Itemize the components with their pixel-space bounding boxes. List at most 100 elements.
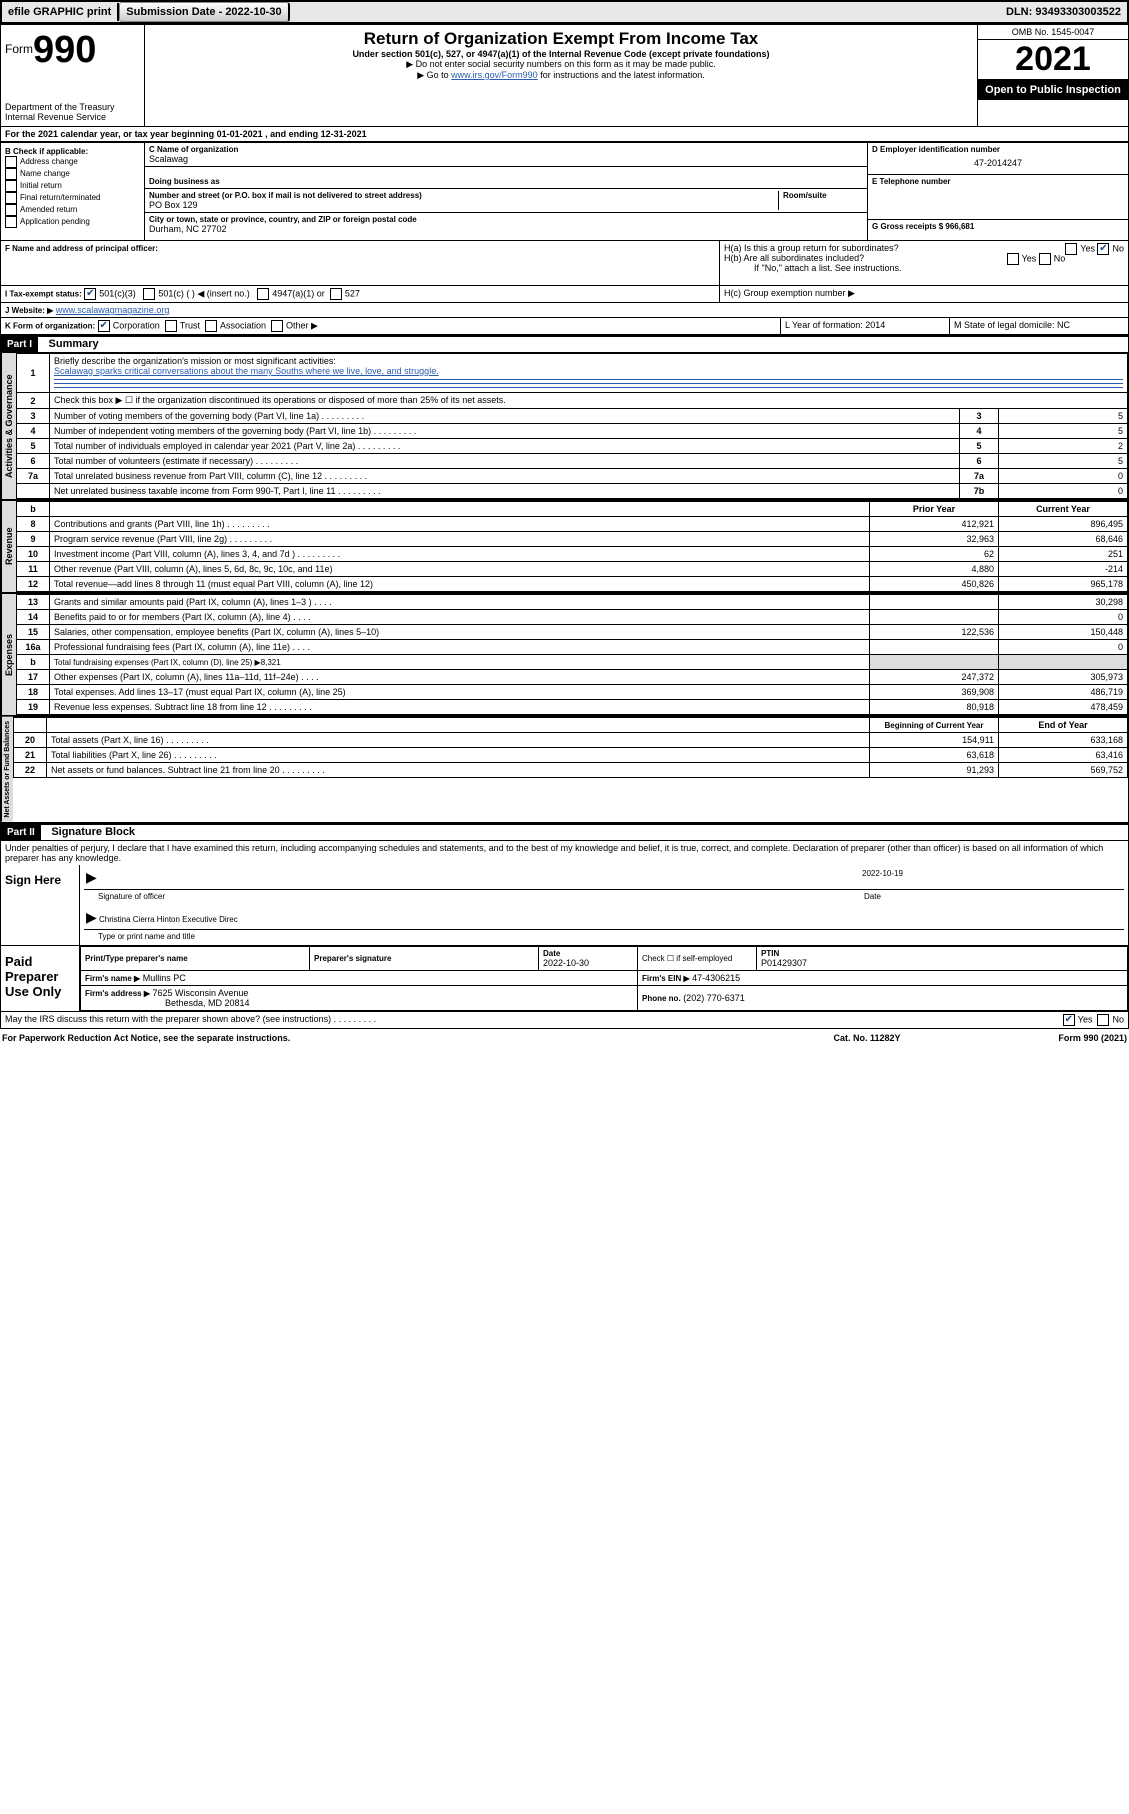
form990-link[interactable]: www.irs.gov/Form990 [451,70,538,80]
hb-label: H(b) Are all subordinates included? [724,253,864,263]
mission-link[interactable]: Scalawag sparks critical conversations a… [54,366,439,376]
date-label: Date [864,892,1124,901]
ln: 20 [14,733,47,748]
tab-revenue: Revenue [1,501,16,592]
opt-4947: 4947(a)(1) or [272,288,325,298]
year-formation: L Year of formation: 2014 [781,318,950,334]
cb-amended[interactable]: Amended return [5,204,140,216]
desc: Total number of volunteers (estimate if … [50,454,960,469]
form-header: Form990 Department of the Treasury Inter… [0,24,1129,127]
discuss-label: May the IRS discuss this return with the… [5,1014,376,1024]
footer-right: Form 990 (2021) [967,1033,1127,1043]
discuss-no-cb[interactable] [1097,1014,1109,1026]
cb-address-change[interactable]: Address change [5,156,140,168]
val: 0 [999,484,1128,499]
prior: 247,372 [870,670,999,685]
cb-assoc[interactable] [205,320,217,332]
begin: 154,911 [870,733,999,748]
opt-corp: Corporation [113,320,160,330]
ln: 12 [17,577,50,592]
table-row: 15Salaries, other compensation, employee… [17,625,1128,640]
tab-expenses: Expenses [1,594,16,715]
ptin-label: PTIN [761,949,1123,958]
no-label: No [1054,253,1066,263]
desc: Total number of individuals employed in … [50,439,960,454]
type-name-label: Type or print name and title [80,932,1128,945]
box-c: C Name of organization Scalawag Doing bu… [145,143,867,240]
cb-label: Name change [20,169,70,178]
desc: Number of independent voting members of … [50,424,960,439]
form-subtitle-1: Under section 501(c), 527, or 4947(a)(1)… [149,49,973,59]
end: 569,752 [999,763,1128,778]
cb-initial-return[interactable]: Initial return [5,180,140,192]
ha-no-cb[interactable] [1097,243,1109,255]
ln: 9 [17,532,50,547]
cb-527[interactable] [330,288,342,300]
prior: 122,536 [870,625,999,640]
declaration-text: Under penalties of perjury, I declare th… [0,841,1129,865]
opt-501c3: 501(c)(3) [99,288,136,298]
ln: 5 [17,439,50,454]
part2-title: Signature Block [43,826,135,838]
form-subtitle-3: ▶ Go to www.irs.gov/Form990 for instruct… [149,70,973,81]
prior: 80,918 [870,700,999,715]
cb-final-return[interactable]: Final return/terminated [5,192,140,204]
website-link[interactable]: www.scalawagmagazine.org [56,305,170,315]
ln: b [17,655,50,670]
submission-date-button[interactable]: Submission Date - 2022-10-30 [119,2,289,22]
current [999,655,1128,670]
room-label: Room/suite [779,191,863,210]
cb-501c[interactable] [143,288,155,300]
l2-text: Check this box ▶ ☐ if the organization d… [50,393,1128,409]
nbox: 7a [960,469,999,484]
firm-addr: 7625 Wisconsin Avenue [152,988,248,998]
irs-label: Internal Revenue Service [5,112,140,122]
form-word: Form [5,42,33,56]
opt-501c: 501(c) ( ) ◀ (insert no.) [158,288,249,298]
cb-name-change[interactable]: Name change [5,168,140,180]
prior [870,640,999,655]
prior [870,655,999,670]
h-a: H(a) Is this a group return for subordin… [724,243,1124,253]
discuss-yes-cb[interactable] [1063,1014,1075,1026]
table-row: 18Total expenses. Add lines 13–17 (must … [17,685,1128,700]
table-row: 4Number of independent voting members of… [17,424,1128,439]
table-row: 3Number of voting members of the governi… [17,409,1128,424]
cb-app-pending[interactable]: Application pending [5,216,140,228]
current: 68,646 [999,532,1128,547]
form-title: Return of Organization Exempt From Incom… [149,29,973,49]
prep-date-label: Date [543,949,633,958]
firm-ein-label: Firm's EIN ▶ [642,974,690,983]
tab-activities: Activities & Governance [1,353,16,499]
ln: 19 [17,700,50,715]
current: 251 [999,547,1128,562]
box-b: B Check if applicable: Address change Na… [1,143,145,240]
cb-corp[interactable] [98,320,110,332]
hb-no-cb[interactable] [1039,253,1051,265]
cb-4947[interactable] [257,288,269,300]
cb-label: Initial return [20,181,62,190]
prior [870,595,999,610]
desc: Other revenue (Part VIII, column (A), li… [50,562,870,577]
form-number: 990 [33,29,96,72]
cb-other[interactable] [271,320,283,332]
desc: Total revenue—add lines 8 through 11 (mu… [50,577,870,592]
sign-here-section: Sign Here ▶ 2022-10-19 Signature of offi… [0,865,1129,946]
firm-phone-label: Phone no. [642,994,681,1003]
box-d-e-g: D Employer identification number 47-2014… [867,143,1128,240]
sig-date: 2022-10-19 [862,869,1122,887]
nbox: 5 [960,439,999,454]
ln: 18 [17,685,50,700]
officer-name: Christina Cierra Hinton Executive Direc [99,915,238,924]
hb-yes-cb[interactable] [1007,253,1019,265]
ln: 10 [17,547,50,562]
tab-net-assets: Net Assets or Fund Balances [1,717,13,822]
dba-label: Doing business as [149,177,863,186]
table-row: 20Total assets (Part X, line 16)154,9116… [14,733,1128,748]
tax-year: 2021 [978,40,1128,80]
begin: 63,618 [870,748,999,763]
state-domicile: M State of legal domicile: NC [950,318,1128,334]
ha-yes-cb[interactable] [1065,243,1077,255]
cb-trust[interactable] [165,320,177,332]
cb-501c3[interactable] [84,288,96,300]
